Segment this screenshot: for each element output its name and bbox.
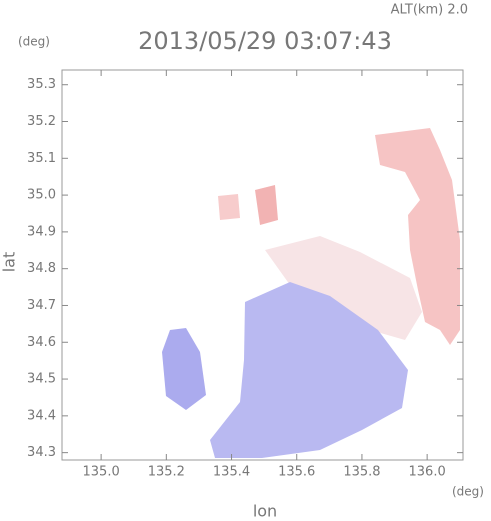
- y-tick-label: 35.1: [27, 151, 56, 166]
- x-tick-label: 135.6: [278, 465, 315, 480]
- x-tick-label: 136.0: [409, 465, 446, 480]
- y-tick-label: 34.8: [27, 261, 56, 276]
- y-tick-label: 34.6: [27, 335, 56, 350]
- echo: [265, 236, 422, 340]
- x-tick-label: 135.2: [148, 465, 185, 480]
- altitude-label: ALT(km) 2.0: [391, 3, 468, 18]
- x-tick-label: 135.4: [213, 465, 250, 480]
- y-tick-label: 34.7: [27, 298, 56, 313]
- y-tick-label: 34.9: [27, 224, 56, 239]
- y-tick-label: 35.3: [27, 77, 56, 92]
- x-unit: (deg): [452, 485, 484, 499]
- x-tick-label: 135.8: [343, 465, 380, 480]
- radar-echoes: [162, 128, 460, 458]
- y-tick-label: 34.4: [27, 408, 56, 423]
- y-tick-label: 35.2: [27, 114, 56, 129]
- x-axis-label: lon: [253, 502, 277, 521]
- x-tick-label: 135.0: [83, 465, 120, 480]
- echo: [210, 282, 408, 458]
- chart-title: 2013/05/29 03:07:43: [138, 27, 392, 55]
- y-tick-label: 35.0: [27, 188, 56, 203]
- echo: [162, 328, 206, 410]
- echo: [218, 194, 240, 220]
- echo: [255, 185, 278, 225]
- y-unit: (deg): [18, 35, 50, 49]
- y-tick-label: 34.3: [27, 445, 56, 460]
- y-axis-label: lat: [0, 252, 19, 273]
- echo: [375, 128, 460, 345]
- y-tick-label: 34.5: [27, 372, 56, 387]
- plot-frame: [61, 69, 464, 461]
